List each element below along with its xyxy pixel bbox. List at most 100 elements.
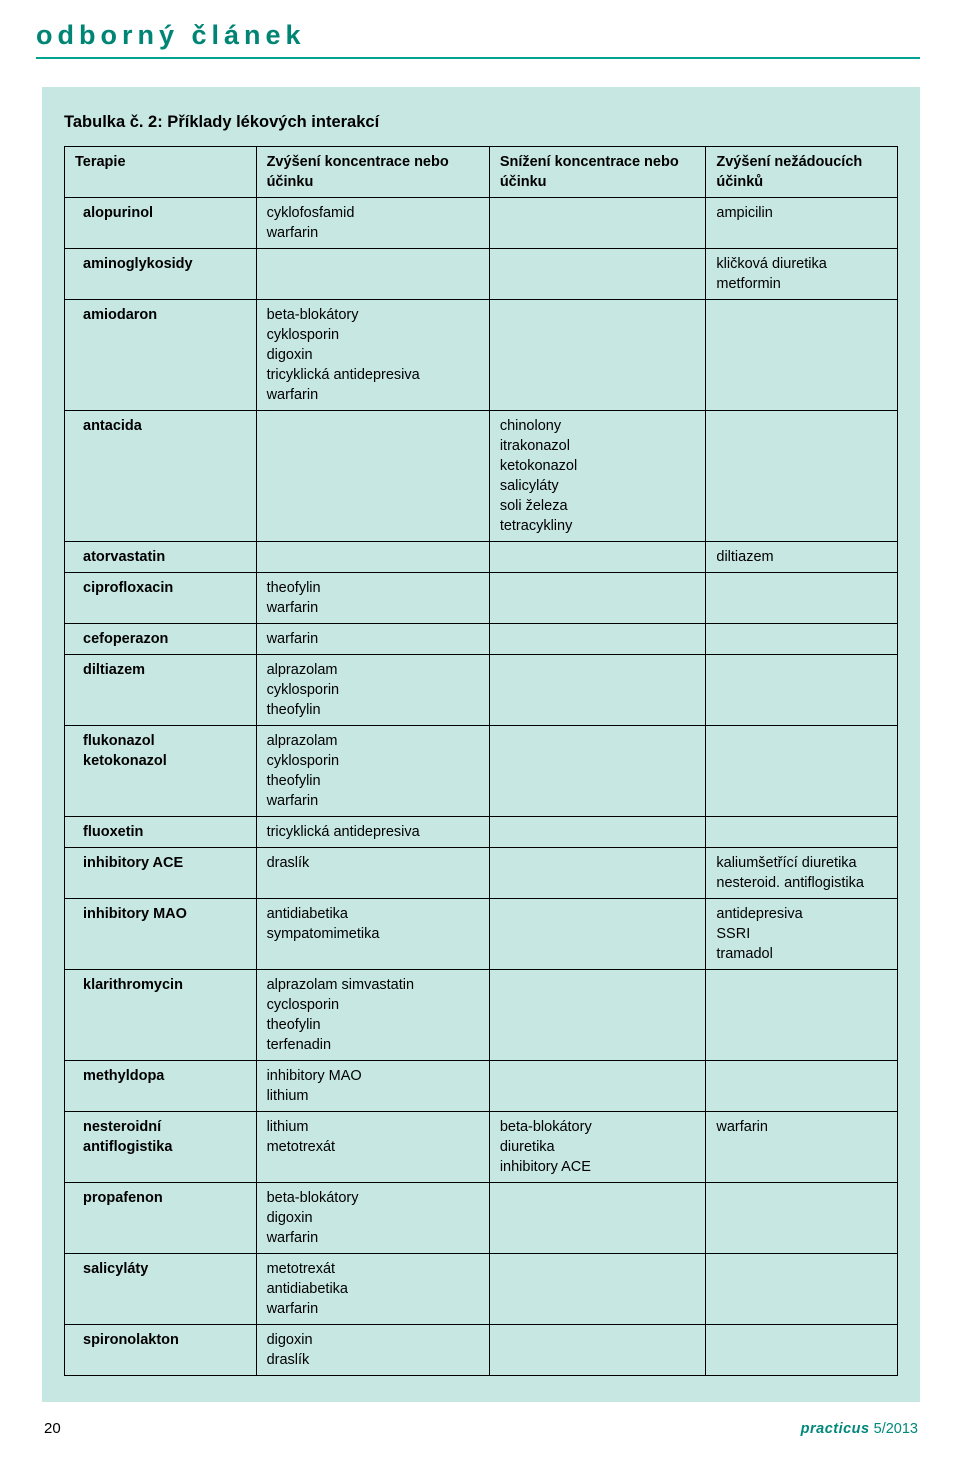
cell-c4 [706,726,898,817]
footer-issue-num: 5/2013 [870,1421,918,1437]
header-rule [36,57,920,59]
cell-c1: propafenon [65,1183,257,1254]
table-row: atorvastatin diltiazem [65,542,898,573]
cell-c1: flukonazolketokonazol [65,726,257,817]
cell-c4 [706,411,898,542]
table-row: inhibitory ACEdraslík kaliumšetřící diure… [65,848,898,899]
cell-c3 [489,573,706,624]
cell-c1: fluoxetin [65,817,257,848]
cell-c1: alopurinol [65,198,257,249]
table-row: ciprofloxacintheofylinwarfarin [65,573,898,624]
cell-c3 [489,300,706,411]
col-header-increase: Zvýšení koncentrace nebo účinku [256,147,489,198]
footer-brand: practicus [801,1421,870,1437]
table-container: Tabulka č. 2: Příklady lékových interakc… [42,87,920,1402]
cell-c4 [706,1061,898,1112]
cell-c4: warfarin [706,1112,898,1183]
col-header-therapy: Terapie [65,147,257,198]
table-row: aminoglykosidy kličková diuretikametformi… [65,249,898,300]
cell-c2: inhibitory MAOlithium [256,1061,489,1112]
cell-c2: draslík [256,848,489,899]
cell-c4 [706,573,898,624]
cell-c1: atorvastatin [65,542,257,573]
table-row: propafenonbeta-blokátorydigoxinwarfarin [65,1183,898,1254]
cell-c3 [489,848,706,899]
cell-c1: klarithromycin [65,970,257,1061]
cell-c1: nesteroidní antiflogistika [65,1112,257,1183]
table-header-row: Terapie Zvýšení koncentrace nebo účinku … [65,147,898,198]
cell-c3 [489,726,706,817]
cell-c4 [706,1254,898,1325]
col-header-adverse: Zvýšení nežádoucích účinků [706,147,898,198]
cell-c4: ampicilin [706,198,898,249]
cell-c3 [489,1254,706,1325]
cell-c3 [489,542,706,573]
table-row: diltiazemalprazolamcyklosporintheofylin [65,655,898,726]
cell-c2: lithiummetotrexát [256,1112,489,1183]
table-row: fluoxetintricyklická antidepresiva [65,817,898,848]
cell-c3 [489,899,706,970]
page-footer: 20 practicus 5/2013 [42,1420,920,1437]
cell-c2: alprazolamcyklosporintheofylinwarfarin [256,726,489,817]
cell-c1: antacida [65,411,257,542]
cell-c1: diltiazem [65,655,257,726]
cell-c2: alprazolam simvastatincyclosporintheofyl… [256,970,489,1061]
cell-c2: antidiabetikasympatomimetika [256,899,489,970]
cell-c4 [706,624,898,655]
cell-c3 [489,198,706,249]
table-row: methyldopainhibitory MAOlithium [65,1061,898,1112]
table-row: amiodaronbeta-blokátorycyklosporindigoxi… [65,300,898,411]
cell-c2: beta-blokátorydigoxinwarfarin [256,1183,489,1254]
cell-c1: inhibitory MAO [65,899,257,970]
cell-c1: aminoglykosidy [65,249,257,300]
table-title: Tabulka č. 2: Příklady lékových interakc… [64,113,898,132]
cell-c3 [489,249,706,300]
cell-c1: spironolakton [65,1325,257,1376]
cell-c2: cyklofosfamidwarfarin [256,198,489,249]
cell-c4 [706,817,898,848]
cell-c3: beta-blokátorydiuretikainhibitory ACE [489,1112,706,1183]
cell-c4 [706,970,898,1061]
cell-c1: ciprofloxacin [65,573,257,624]
cell-c4: kaliumšetřící diuretikanesteroid. antifl… [706,848,898,899]
cell-c4: antidepresivaSSRItramadol [706,899,898,970]
cell-c1: inhibitory ACE [65,848,257,899]
table-row: spironolaktondigoxindraslík [65,1325,898,1376]
cell-c4 [706,1325,898,1376]
table-row: flukonazolketokonazolalprazolamcyklospor… [65,726,898,817]
cell-c4 [706,655,898,726]
col-header-decrease: Snížení koncentrace nebo účinku [489,147,706,198]
cell-c1: salicyláty [65,1254,257,1325]
cell-c3 [489,1183,706,1254]
cell-c4 [706,300,898,411]
cell-c3: chinolonyitrakonazolketokonazolsalicylát… [489,411,706,542]
cell-c4 [706,1183,898,1254]
cell-c2 [256,411,489,542]
cell-c1: amiodaron [65,300,257,411]
table-row: antacida chinolonyitrakonazolketokonazols… [65,411,898,542]
cell-c2: tricyklická antidepresiva [256,817,489,848]
cell-c2: beta-blokátorycyklosporindigoxintricykli… [256,300,489,411]
cell-c3 [489,624,706,655]
cell-c4: diltiazem [706,542,898,573]
cell-c1: methyldopa [65,1061,257,1112]
cell-c2: alprazolamcyklosporintheofylin [256,655,489,726]
cell-c2: digoxindraslík [256,1325,489,1376]
table-row: alopurinolcyklofosfamidwarfarin ampicilin [65,198,898,249]
cell-c2: metotrexátantidiabetikawarfarin [256,1254,489,1325]
cell-c2 [256,249,489,300]
cell-c3 [489,1325,706,1376]
table-row: klarithromycinalprazolam simvastatincycl… [65,970,898,1061]
table-row: salicylátymetotrexátantidiabetikawarfari… [65,1254,898,1325]
table-row: nesteroidní antiflogistikalithiummetotre… [65,1112,898,1183]
cell-c4: kličková diuretikametformin [706,249,898,300]
footer-issue: practicus 5/2013 [801,1421,918,1437]
table-row: cefoperazonwarfarin [65,624,898,655]
cell-c2: warfarin [256,624,489,655]
page-number: 20 [44,1420,61,1437]
interactions-table: Terapie Zvýšení koncentrace nebo účinku … [64,146,898,1376]
article-header: odborný článek [36,20,920,59]
cell-c2 [256,542,489,573]
cell-c3 [489,655,706,726]
header-title: odborný článek [36,20,920,51]
